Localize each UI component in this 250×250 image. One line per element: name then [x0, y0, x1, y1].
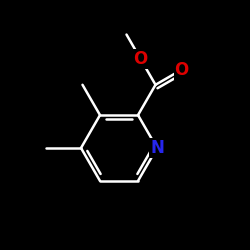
- Text: N: N: [150, 139, 164, 157]
- Text: O: O: [174, 61, 188, 79]
- Text: O: O: [134, 50, 147, 68]
